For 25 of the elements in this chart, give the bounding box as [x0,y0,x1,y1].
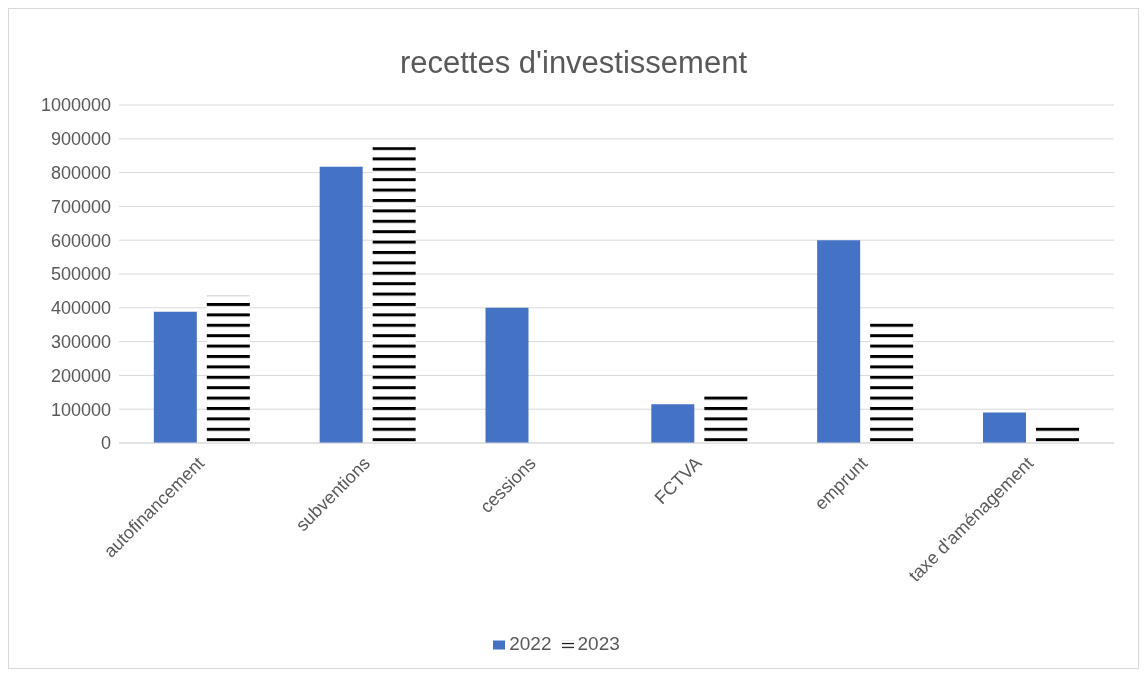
bar [870,322,914,443]
legend-label: 2023 [577,633,620,654]
bar [485,307,529,443]
y-tick-label: 800000 [50,162,111,183]
y-tick-label: 500000 [50,264,111,285]
bar [206,295,250,443]
bar [982,412,1026,443]
y-tick-label: 1000000 [40,95,111,116]
legend-label: 2022 [509,633,552,654]
bar [153,311,197,443]
y-tick-label: 900000 [50,129,111,150]
y-tick-label: 0 [100,433,111,454]
bar [372,147,416,443]
bar [319,166,363,443]
bar [1035,424,1079,443]
y-tick-label: 400000 [50,298,111,319]
y-tick-label: 700000 [50,196,111,217]
y-tick-label: 200000 [50,365,111,386]
chart-title: recettes d'investissement [398,44,749,82]
bar [704,395,748,443]
y-tick-label: 600000 [50,230,111,251]
bar [651,404,695,443]
y-tick-label: 300000 [50,331,111,352]
y-tick-label: 100000 [50,399,111,420]
bar [817,240,861,443]
